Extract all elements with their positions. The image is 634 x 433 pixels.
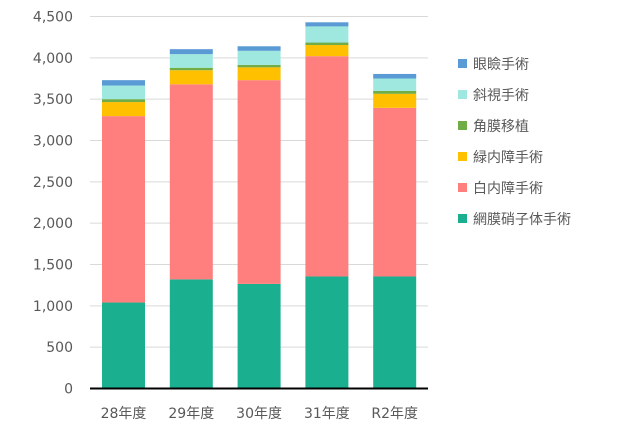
bar-segment — [305, 42, 349, 46]
bar-segment — [169, 49, 213, 55]
legend-swatch — [458, 121, 467, 130]
x-axis-labels: 28年度 29年度 30年度 31年度 R2年度 — [101, 406, 418, 422]
bar-segment — [373, 90, 417, 94]
bar-segment — [237, 80, 281, 284]
bar-segment — [169, 84, 213, 280]
y-tick-label: 3,000 — [33, 134, 73, 150]
legend-item: 緑内障手術 — [458, 141, 571, 172]
legend-item: 角膜移植 — [458, 110, 571, 141]
legend-item: 白内障手術 — [458, 172, 571, 203]
legend-item: 網膜硝子体手術 — [458, 203, 571, 234]
legend-swatch — [458, 183, 467, 192]
x-tick-label: 28年度 — [101, 406, 147, 422]
bar-segment — [102, 80, 145, 86]
bars — [102, 22, 417, 389]
bar-segment — [237, 283, 281, 389]
bar-segment — [169, 279, 213, 389]
bar-segment — [305, 22, 349, 27]
legend-swatch — [458, 214, 467, 223]
bar-segment — [305, 276, 349, 389]
bar-segment — [305, 45, 349, 57]
bar-segment — [237, 67, 281, 81]
y-tick-label: 3,500 — [33, 92, 73, 108]
bar-segment — [373, 93, 417, 108]
bar-stack — [102, 80, 145, 389]
bar-segment — [102, 99, 145, 103]
bar-segment — [102, 85, 145, 100]
y-axis-labels: 0 500 1,000 1,500 2,000 2,500 3,000 3,500 4,000 4… — [33, 10, 73, 398]
bar-segment — [305, 56, 349, 277]
legend-item: 斜視手術 — [458, 79, 571, 110]
bar-segment — [102, 116, 145, 303]
x-tick-label: 29年度 — [168, 406, 214, 422]
y-tick-label: 4,000 — [33, 51, 73, 67]
bar-stack — [169, 49, 213, 389]
bar-segment — [305, 26, 349, 43]
y-tick-label: 1,000 — [33, 299, 73, 315]
bar-segment — [237, 64, 281, 68]
y-tick-label: 2,500 — [33, 175, 73, 191]
bar-stack — [305, 22, 349, 389]
legend: 眼瞼手術斜視手術角膜移植緑内障手術白内障手術網膜硝子体手術 — [458, 48, 571, 234]
legend-label: 眼瞼手術 — [473, 56, 529, 73]
bar-segment — [169, 54, 213, 68]
bar-segment — [373, 78, 417, 91]
y-tick-label: 1,500 — [33, 258, 73, 274]
y-tick-label: 0 — [64, 382, 73, 398]
x-tick-label: 30年度 — [236, 406, 282, 422]
legend-label: 網膜硝子体手術 — [473, 211, 571, 228]
x-tick-label: 31年度 — [304, 406, 350, 422]
bar-stack — [237, 46, 281, 389]
legend-label: 斜視手術 — [473, 87, 529, 104]
legend-label: 緑内障手術 — [473, 149, 543, 166]
legend-label: 角膜移植 — [473, 118, 529, 135]
legend-item: 眼瞼手術 — [458, 48, 571, 79]
y-tick-label: 2,000 — [33, 216, 73, 232]
legend-swatch — [458, 59, 467, 68]
bar-segment — [102, 302, 145, 389]
bar-segment — [373, 107, 417, 277]
bar-segment — [169, 70, 213, 85]
legend-swatch — [458, 152, 467, 161]
bar-stack — [373, 73, 417, 389]
bar-segment — [373, 73, 417, 79]
bar-segment — [169, 67, 213, 71]
bar-segment — [237, 46, 281, 51]
bar-segment — [102, 102, 145, 117]
y-tick-label: 500 — [46, 340, 73, 356]
legend-swatch — [458, 90, 467, 99]
x-tick-label: R2年度 — [371, 406, 418, 422]
bar-segment — [373, 276, 417, 389]
legend-label: 白内障手術 — [473, 180, 543, 197]
y-tick-label: 4,500 — [33, 10, 73, 26]
bar-segment — [237, 50, 281, 65]
